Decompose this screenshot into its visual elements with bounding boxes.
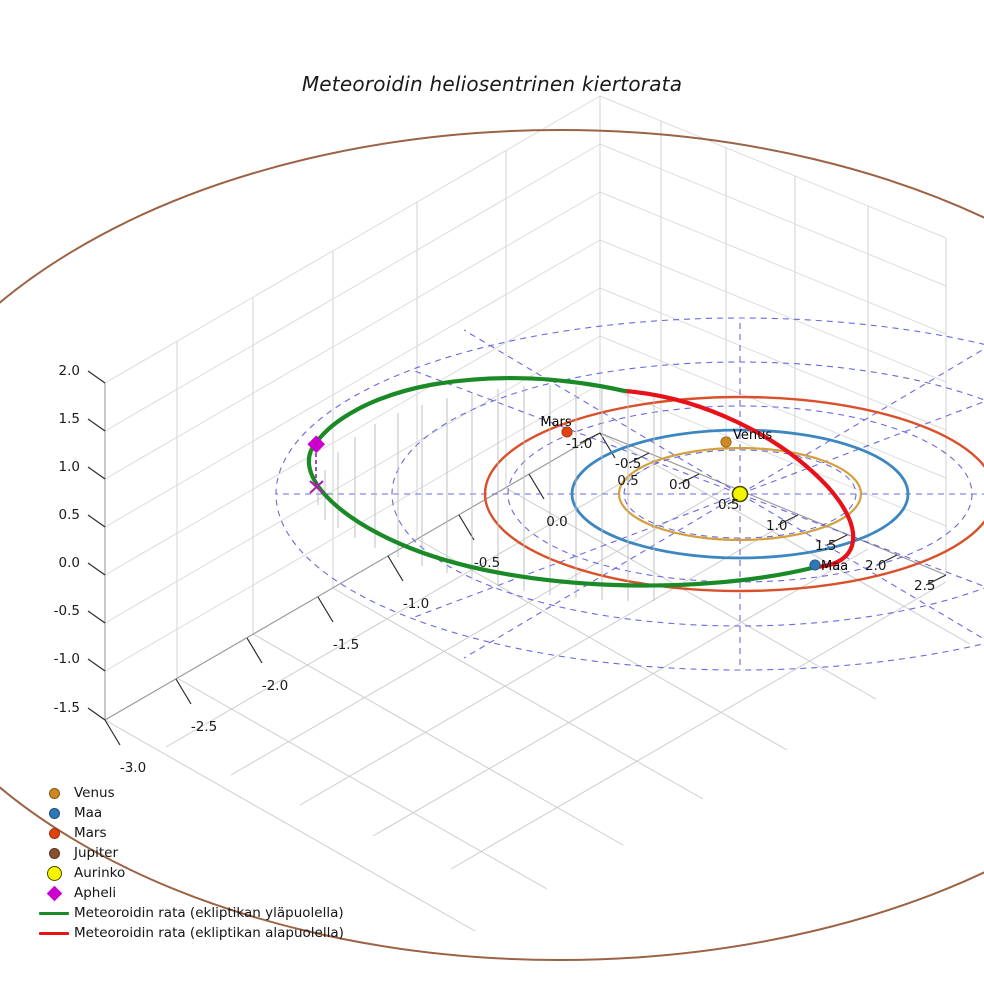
legend-label: Meteoroidin rata (ekliptikan yläpuolella… — [74, 905, 344, 921]
svg-text:-0.5: -0.5 — [615, 456, 641, 472]
legend-item-orbit-above[interactable]: Meteoroidin rata (ekliptikan yläpuolella… — [34, 903, 354, 923]
svg-text:0.0: 0.0 — [59, 555, 80, 571]
legend-label: Apheli — [74, 885, 117, 901]
earth-label: Maa — [821, 559, 848, 574]
pane-right-horizontals — [599, 95, 947, 576]
svg-text:2.0: 2.0 — [865, 558, 886, 574]
ecliptic-radial-lines — [276, 318, 984, 670]
line-marker-icon — [34, 931, 74, 935]
venus-marker — [720, 436, 732, 448]
svg-text:0.5: 0.5 — [59, 507, 80, 523]
svg-text:-1.0: -1.0 — [566, 436, 592, 452]
pane-right-grid — [599, 96, 947, 575]
pane-left-grid — [104, 96, 601, 720]
page-title: Meteoroidin heliosentrinen kiertorata — [301, 72, 683, 96]
svg-text:-1.5: -1.5 — [333, 637, 359, 653]
y-tick-labels: -1.0 -0.5 0.0 0.5 1.0 1.5 2.0 2.5 — [566, 436, 935, 594]
ecliptic-polar-grid — [275, 317, 984, 671]
x-axis-ticks — [104, 432, 616, 746]
svg-text:0.0: 0.0 — [546, 514, 567, 530]
legend-label: Venus — [74, 785, 115, 801]
circle-marker-icon — [34, 787, 74, 799]
legend-label: Mars — [74, 825, 107, 841]
svg-text:0.5: 0.5 — [617, 473, 638, 489]
svg-text:-3.0: -3.0 — [120, 760, 146, 776]
legend-label: Jupiter — [74, 845, 119, 861]
meteoroid-orbit-above-ecliptic — [306, 376, 819, 588]
legend-item-orbit-below[interactable]: Meteoroidin rata (ekliptikan alapuolella… — [34, 923, 354, 943]
svg-text:2.5: 2.5 — [914, 578, 935, 594]
axis-spines — [104, 383, 947, 721]
legend-item-mars[interactable]: Mars — [34, 823, 354, 843]
legend-item-apheli[interactable]: Apheli — [34, 883, 354, 903]
z-axis-ticks — [87, 370, 106, 721]
svg-text:1.5: 1.5 — [815, 538, 836, 554]
svg-text:1.0: 1.0 — [766, 518, 787, 534]
orbit-droplines — [317, 385, 655, 601]
diamond-marker-icon — [34, 885, 74, 901]
svg-text:2.0: 2.0 — [59, 363, 80, 379]
y-axis-ticks — [579, 432, 947, 586]
svg-text:-2.0: -2.0 — [262, 678, 288, 694]
orbit-jupiter — [0, 129, 984, 961]
circle-marker-icon — [34, 807, 74, 819]
svg-text:-2.5: -2.5 — [191, 719, 217, 735]
svg-text:0.0: 0.0 — [669, 477, 690, 493]
legend-item-maa[interactable]: Maa — [34, 803, 354, 823]
circle-marker-icon — [34, 847, 74, 859]
mars-marker — [561, 426, 573, 438]
orbit-earth — [570, 428, 910, 560]
z-tick-labels: 2.0 1.5 1.0 0.5 0.0 -0.5 -1.0 -1.5 — [54, 363, 80, 716]
sun-marker — [731, 485, 749, 503]
legend-label: Maa — [74, 805, 103, 821]
circle-marker-icon — [34, 865, 74, 881]
mars-label: Mars — [540, 415, 572, 430]
legend-item-jupiter[interactable]: Jupiter — [34, 843, 354, 863]
svg-text:1.5: 1.5 — [59, 411, 80, 427]
pane-bottom-grid — [104, 432, 971, 932]
axes-panes — [87, 95, 971, 932]
aphelion-marker — [307, 435, 326, 454]
legend-label: Aurinko — [74, 865, 126, 881]
legend: Venus Maa Mars Jupiter Aurinko — [34, 783, 354, 943]
orbit-mars — [483, 395, 984, 593]
pane-left-horizontals — [104, 95, 601, 721]
svg-text:-1.0: -1.0 — [403, 596, 429, 612]
legend-item-aurinko[interactable]: Aurinko — [34, 863, 354, 883]
legend-item-venus[interactable]: Venus — [34, 783, 354, 803]
aphelion-projection-marker — [309, 480, 324, 494]
circle-marker-icon — [34, 827, 74, 839]
svg-text:-1.0: -1.0 — [54, 651, 80, 667]
earth-marker — [809, 559, 821, 571]
svg-text:-0.5: -0.5 — [54, 603, 80, 619]
x-tick-labels: -3.0 -2.5 -2.0 -1.5 -1.0 -0.5 0.0 0.5 — [120, 473, 639, 776]
svg-text:1.0: 1.0 — [59, 459, 80, 475]
orbit-venus — [617, 446, 863, 542]
line-marker-icon — [34, 911, 74, 915]
svg-text:0.5: 0.5 — [718, 497, 739, 513]
svg-text:-1.5: -1.5 — [54, 700, 80, 716]
legend-label: Meteoroidin rata (ekliptikan alapuolella… — [74, 925, 344, 941]
venus-label: Venus — [733, 428, 772, 443]
meteoroid-orbit-below-ecliptic — [622, 388, 856, 570]
svg-text:-0.5: -0.5 — [474, 555, 500, 571]
